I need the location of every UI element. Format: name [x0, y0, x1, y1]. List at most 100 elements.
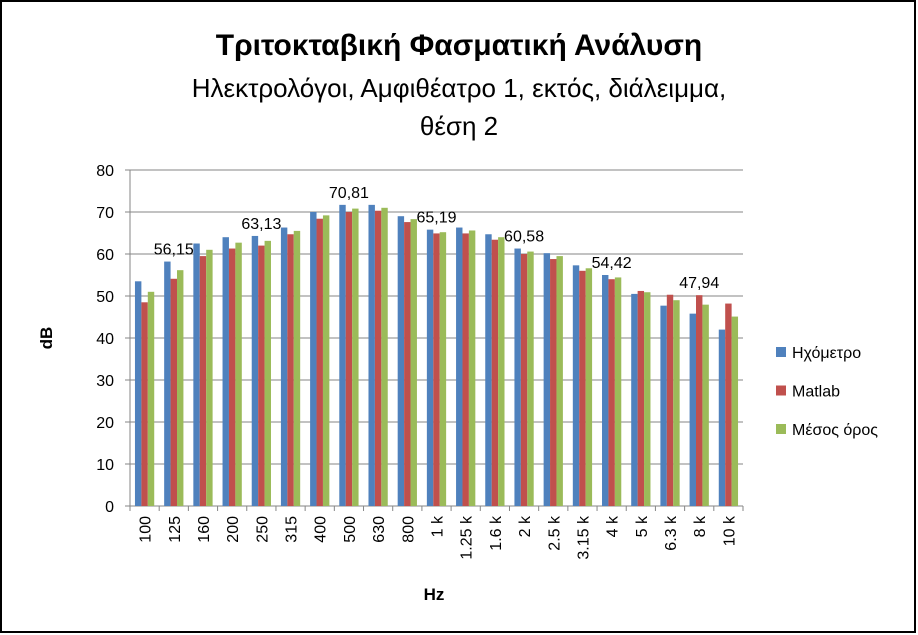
- y-tick-label: 80: [96, 163, 114, 180]
- legend-swatch: [776, 385, 786, 396]
- bar: [316, 218, 323, 506]
- x-tick-label: 400: [313, 516, 330, 543]
- bar: [637, 290, 645, 506]
- bar: [264, 240, 271, 506]
- legend-swatch: [776, 424, 786, 434]
- x-tick-label: 8 k: [692, 515, 709, 537]
- bar: [543, 253, 551, 506]
- bar: [631, 293, 638, 506]
- x-tick-label: 6.3 k: [663, 515, 680, 551]
- chart-subtitle: Ηλεκτρολόγοι, Αμφιθέατρο 1, εκτός, διάλε…: [192, 73, 727, 103]
- bar: [310, 212, 317, 506]
- bar: [193, 243, 200, 506]
- data-label: 65,19: [416, 210, 456, 227]
- bar: [352, 208, 359, 506]
- bar: [381, 207, 388, 507]
- bar: [644, 292, 651, 506]
- bar: [251, 235, 259, 506]
- bar: [602, 275, 609, 506]
- x-tick-label: 160: [196, 516, 213, 543]
- bar: [199, 256, 207, 506]
- bar: [280, 227, 288, 507]
- bar: [673, 300, 680, 506]
- x-tick-label: 630: [371, 516, 388, 543]
- bar: [468, 230, 476, 507]
- chart-title: Τριτοκταβική Φασματική Ανάλυση: [216, 29, 702, 62]
- x-tick-label: 3.15 k: [575, 515, 592, 560]
- bar: [433, 233, 440, 507]
- x-tick-label: 4 k: [605, 515, 622, 537]
- bar: [134, 281, 142, 506]
- x-tick-label: 100: [138, 516, 155, 543]
- bar: [491, 239, 499, 506]
- x-tick-label: 315: [284, 516, 301, 543]
- bar: [498, 237, 505, 506]
- y-tick-label: 60: [96, 247, 114, 264]
- y-tick-label: 0: [105, 499, 114, 516]
- bar: [293, 230, 301, 506]
- legend-label: Matlab: [792, 384, 840, 401]
- bar: [527, 251, 534, 506]
- x-tick-label: 500: [342, 516, 359, 543]
- bar: [147, 291, 155, 506]
- bar: [666, 294, 674, 506]
- y-tick-label: 40: [96, 331, 114, 348]
- bar: [485, 234, 492, 506]
- data-label: 63,13: [241, 216, 281, 233]
- bar: [368, 204, 375, 507]
- bar: [439, 232, 447, 506]
- bar: [585, 268, 593, 506]
- bar: [404, 222, 411, 506]
- x-tick-label: 10 k: [721, 515, 738, 546]
- data-label: 70,81: [329, 185, 369, 202]
- bar: [176, 270, 184, 506]
- x-axis-label: Hz: [424, 585, 445, 604]
- bar: [556, 256, 563, 506]
- bar: [235, 242, 242, 506]
- bar: [718, 329, 726, 506]
- bar: [339, 204, 346, 507]
- x-tick-label: 2 k: [517, 515, 534, 537]
- bar: [696, 295, 703, 506]
- legend-label: Ηχόμετρο: [792, 345, 861, 362]
- bar: [164, 261, 171, 506]
- data-label: 56,15: [154, 242, 194, 259]
- y-tick-label: 10: [96, 457, 114, 474]
- bar: [374, 210, 382, 507]
- bar: [520, 254, 528, 506]
- bar: [689, 313, 697, 506]
- x-tick-label: 1 k: [430, 515, 447, 537]
- x-tick-label: 125: [167, 516, 184, 543]
- bar: [725, 303, 732, 506]
- bar: [660, 305, 667, 506]
- legend-swatch: [776, 347, 786, 357]
- bar: [608, 279, 615, 506]
- y-tick-label: 20: [96, 415, 114, 432]
- bar: [287, 234, 294, 506]
- x-tick-label: 250: [254, 516, 271, 543]
- bar: [141, 302, 148, 506]
- chart-subtitle: θέση 2: [420, 111, 498, 141]
- bar: [322, 215, 330, 507]
- bar: [206, 249, 213, 507]
- x-tick-label: 200: [225, 516, 242, 543]
- x-tick-label: 5 k: [634, 515, 651, 537]
- bar: [572, 265, 580, 506]
- x-tick-label: 1.6 k: [488, 515, 505, 551]
- x-tick-label: 2.5 k: [546, 515, 563, 551]
- bar: [397, 216, 405, 506]
- y-tick-label: 50: [96, 289, 114, 306]
- bar: [550, 259, 557, 506]
- bar: [410, 219, 417, 506]
- bar: [258, 245, 265, 506]
- bar: [462, 233, 469, 507]
- legend-label: Μέσος όρος: [792, 422, 878, 439]
- data-label: 54,42: [592, 255, 632, 272]
- bar: [702, 304, 709, 506]
- bar: [426, 229, 434, 506]
- bar: [731, 316, 739, 506]
- bar: [514, 248, 521, 507]
- bar: [579, 270, 586, 506]
- bar: [170, 278, 177, 506]
